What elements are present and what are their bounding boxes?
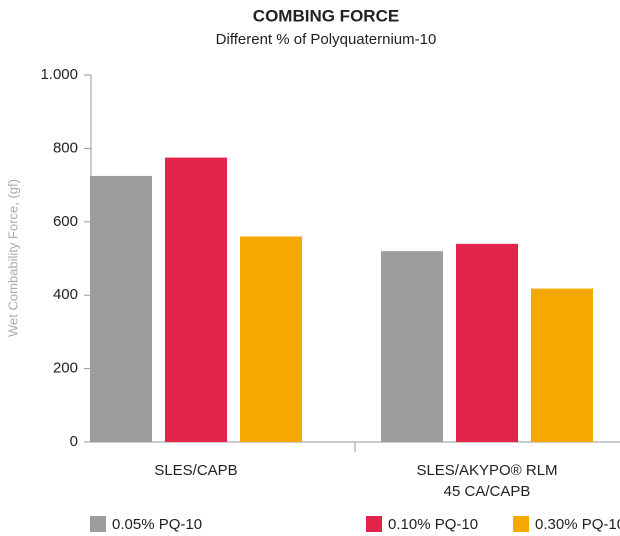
- chart-subtitle: Different % of Polyquaternium-10: [216, 31, 437, 48]
- legend-swatch: [90, 516, 106, 532]
- bar: [240, 236, 302, 442]
- bar: [90, 175, 152, 443]
- y-tick-label: 800: [53, 139, 78, 156]
- y-tick-label: 1.000: [40, 66, 78, 83]
- legend-label: 0.10% PQ-10: [388, 516, 478, 533]
- legend-swatch: [513, 516, 529, 532]
- x-tick-label: SLES/CAPB: [154, 462, 238, 479]
- legend-label: 0.05% PQ-10: [112, 516, 202, 533]
- y-tick-label: 400: [53, 286, 78, 303]
- legend-swatch: [366, 516, 382, 532]
- x-tick-label: SLES/AKYPO® RLM 45 CA/CAPB: [416, 462, 558, 500]
- y-tick-label: 0: [70, 433, 78, 450]
- bar: [531, 288, 593, 442]
- bar: [456, 243, 518, 442]
- bar: [165, 157, 227, 442]
- y-tick-label: 200: [53, 360, 78, 377]
- y-tick-label: 600: [53, 213, 78, 230]
- chart-title: COMBING FORCE: [253, 6, 399, 25]
- y-axis-label: Wet Combability Force, (gf): [5, 179, 20, 337]
- bar: [381, 251, 443, 442]
- legend-label: 0.30% PQ-10: [535, 516, 620, 533]
